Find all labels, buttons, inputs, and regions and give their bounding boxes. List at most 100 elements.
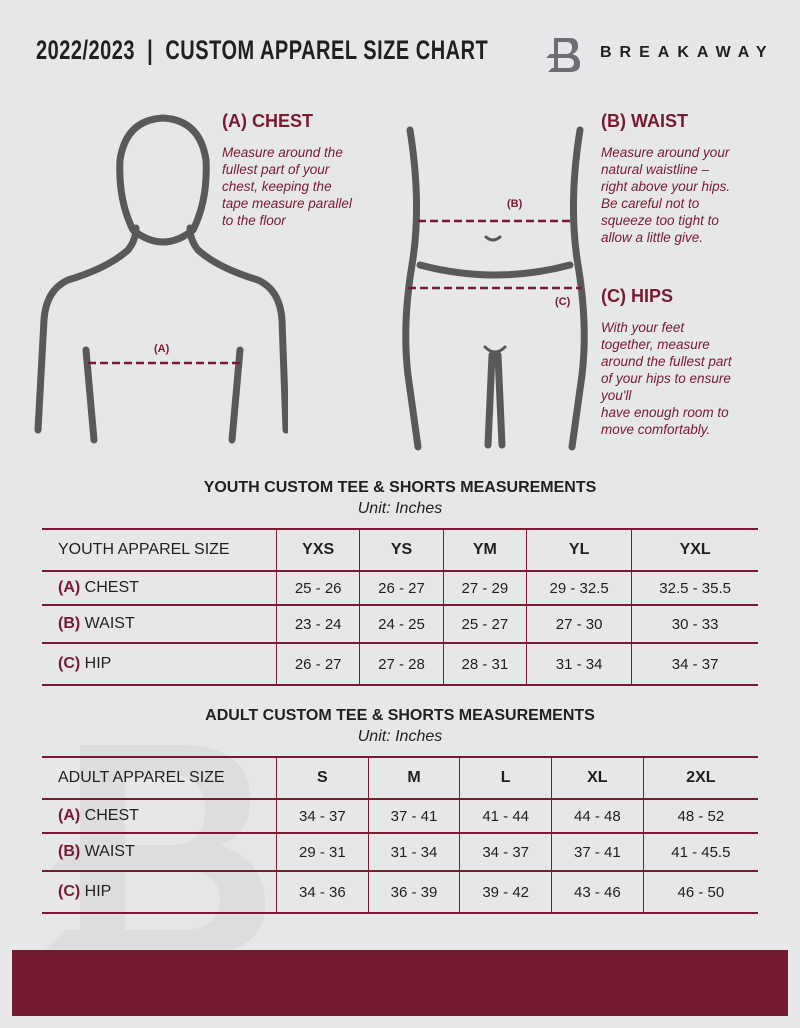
- table-cell: 26 - 27: [359, 570, 444, 606]
- table-cell: 37 - 41: [551, 832, 644, 872]
- desc-line: to the floor: [222, 213, 286, 228]
- row-label: (B) WAIST: [42, 832, 277, 872]
- table-cell: 31 - 34: [526, 642, 632, 686]
- desc-line: right above your hips.: [601, 179, 731, 194]
- youth-size-table: YOUTH APPAREL SIZE YXS YS YM YL YXL (A) CHEST 2…: [42, 528, 758, 686]
- waist-marker: (B): [507, 198, 523, 210]
- size-column-header: L: [459, 756, 552, 800]
- desc-line: Measure around your: [601, 145, 730, 160]
- desc-line: around the fullest part: [601, 354, 732, 369]
- lower-body-figure: [402, 126, 588, 451]
- desc-line: chest, keeping the: [222, 179, 332, 194]
- table-row: (C) HIP 26 - 27 27 - 28 28 - 31 31 - 34 34 - …: [42, 642, 758, 686]
- waist-heading: (B) WAIST: [601, 111, 688, 131]
- desc-line: move comfortably.: [601, 422, 711, 437]
- size-column-header: YS: [359, 528, 444, 572]
- size-column-header: YM: [442, 528, 527, 572]
- table-cell: 27 - 28: [359, 642, 444, 686]
- table-cell: 34 - 36: [276, 870, 369, 914]
- table-cell: 32.5 - 35.5: [631, 570, 758, 606]
- desc-line: allow a little give.: [601, 230, 704, 245]
- youth-table-title: YOUTH CUSTOM TEE & SHORTS MEASUREMENTS: [203, 479, 597, 496]
- row-letter: (C): [58, 655, 81, 672]
- table-cell: 34 - 37: [459, 832, 552, 872]
- brand-logo-icon: [546, 38, 580, 72]
- table-cell: 41 - 44: [459, 798, 552, 834]
- size-column-header: XL: [551, 756, 644, 800]
- upper-body-figure: [34, 114, 288, 444]
- brand-name: BREAKAWAY: [600, 44, 775, 61]
- table-header-row: YOUTH APPAREL SIZE YXS YS YM YL YXL: [42, 528, 758, 572]
- adult-table-title: ADULT CUSTOM TEE & SHORTS MEASUREMENTS: [205, 707, 595, 724]
- adult-table-unit: Unit: Inches: [357, 728, 443, 745]
- chest-marker: (A): [154, 343, 170, 355]
- footer-bar: [12, 950, 788, 1016]
- table-cell: 44 - 48: [551, 798, 644, 834]
- table-row: (A) CHEST 34 - 37 37 - 41 41 - 44 44 - 48 48 …: [42, 798, 758, 834]
- table-row: (B) WAIST 29 - 31 31 - 34 34 - 37 37 - 41 41 …: [42, 832, 758, 872]
- row-name: CHEST: [84, 579, 139, 596]
- table-cell: 34 - 37: [631, 642, 758, 686]
- size-column-header: YXL: [631, 528, 758, 572]
- table-cell: 24 - 25: [359, 604, 444, 644]
- row-label: (A) CHEST: [42, 570, 277, 606]
- table-cell: 26 - 27: [275, 642, 360, 686]
- table-cell: 30 - 33: [631, 604, 758, 644]
- desc-line: you'll: [601, 388, 632, 403]
- table-row: (A) CHEST 25 - 26 26 - 27 27 - 29 29 - 32.5 3…: [42, 570, 758, 606]
- row-letter: (B): [58, 615, 81, 632]
- table-cell: 25 - 26: [275, 570, 360, 606]
- row-name: HIP: [84, 655, 112, 672]
- size-header: YOUTH APPAREL SIZE: [42, 528, 277, 572]
- row-letter: (A): [58, 579, 81, 596]
- table-cell: 39 - 42: [459, 870, 552, 914]
- table-row: (B) WAIST 23 - 24 24 - 25 25 - 27 27 - 30 30 …: [42, 604, 758, 644]
- table-cell: 29 - 31: [276, 832, 369, 872]
- page-title: 2022/2023 | CUSTOM APPAREL SIZE CHART: [36, 36, 489, 66]
- adult-size-table: ADULT APPAREL SIZE S M L XL 2XL (A) CHEST 34 - …: [42, 756, 758, 914]
- desc-line: squeeze too tight to: [601, 213, 719, 228]
- table-cell: 37 - 41: [367, 798, 460, 834]
- chest-description: Measure around the fullest part of your ch…: [222, 144, 352, 229]
- row-letter: (C): [58, 883, 81, 900]
- hips-marker: (C): [555, 296, 571, 308]
- desc-line: Be careful not to: [601, 196, 700, 211]
- chest-heading: (A) CHEST: [222, 111, 313, 131]
- table-cell: 46 - 50: [642, 870, 758, 914]
- table-cell: 25 - 27: [442, 604, 527, 644]
- desc-line: With your feet: [601, 320, 685, 335]
- desc-line: tape measure parallel: [222, 196, 352, 211]
- youth-table-unit: Unit: Inches: [357, 500, 443, 517]
- table-cell: 34 - 37: [276, 798, 369, 834]
- row-label: (C) HIP: [42, 870, 277, 914]
- desc-line: Measure around the: [222, 145, 343, 160]
- table-row: (C) HIP 34 - 36 36 - 39 39 - 42 43 - 46 46 - …: [42, 870, 758, 914]
- table-cell: 27 - 29: [442, 570, 527, 606]
- row-name: CHEST: [84, 807, 139, 824]
- table-cell: 43 - 46: [551, 870, 644, 914]
- row-label: (C) HIP: [42, 642, 277, 686]
- table-header-row: ADULT APPAREL SIZE S M L XL 2XL: [42, 756, 758, 800]
- row-name: WAIST: [84, 615, 135, 632]
- row-letter: (A): [58, 807, 81, 824]
- table-cell: 31 - 34: [367, 832, 460, 872]
- table-cell: 29 - 32.5: [526, 570, 632, 606]
- table-cell: 23 - 24: [275, 604, 360, 644]
- desc-line: of your hips to ensure: [601, 371, 731, 386]
- desc-line: together, measure: [601, 337, 710, 352]
- table-cell: 41 - 45.5: [642, 832, 758, 872]
- size-column-header: S: [276, 756, 369, 800]
- size-column-header: M: [367, 756, 460, 800]
- table-cell: 27 - 30: [526, 604, 632, 644]
- desc-line: have enough room to: [601, 405, 729, 420]
- row-letter: (B): [58, 843, 81, 860]
- table-cell: 36 - 39: [367, 870, 460, 914]
- desc-line: fullest part of your: [222, 162, 330, 177]
- desc-line: natural waistline –: [601, 162, 710, 177]
- table-cell: 48 - 52: [642, 798, 758, 834]
- size-column-header: 2XL: [642, 756, 758, 800]
- size-column-header: YXS: [275, 528, 360, 572]
- row-name: HIP: [84, 883, 112, 900]
- size-header: ADULT APPAREL SIZE: [42, 756, 277, 800]
- row-name: WAIST: [84, 843, 135, 860]
